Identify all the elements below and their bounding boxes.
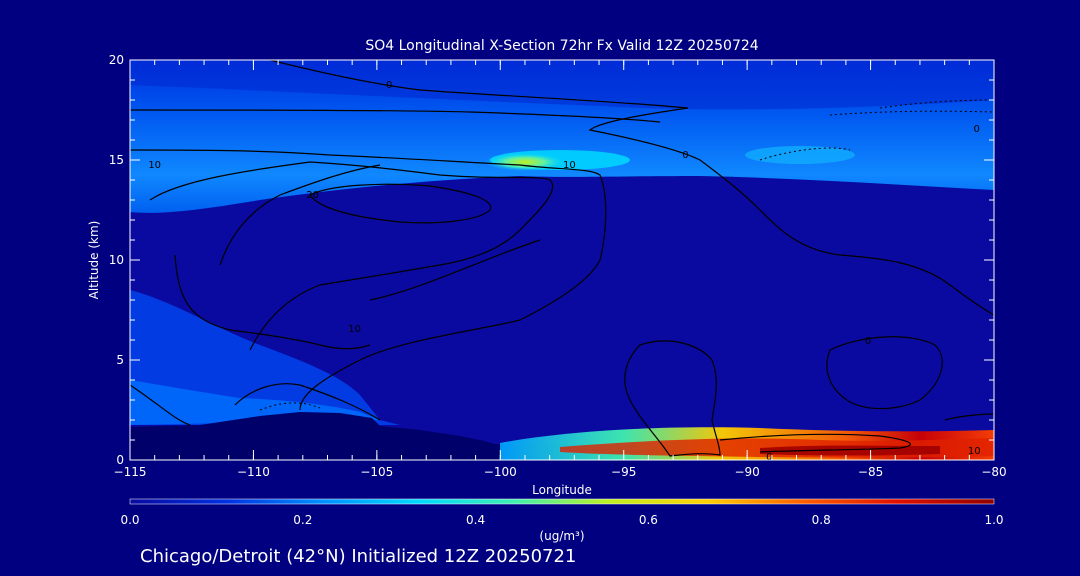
contour-line — [130, 149, 607, 411]
chart-title: SO4 Longitudinal X-Section 72hr Fx Valid… — [365, 38, 758, 54]
y-tick-label: 15 — [109, 153, 124, 167]
contour-label: 0 — [974, 124, 980, 135]
x-tick-label: −90 — [734, 465, 759, 479]
contour-label: 10 — [148, 160, 161, 171]
y-tick-label: 20 — [109, 53, 124, 67]
contour-label: 0 — [766, 452, 772, 463]
contour-line — [826, 336, 943, 410]
footer-caption: Chicago/Detroit (42°N) Initialized 12Z 2… — [140, 546, 576, 567]
contour-line — [174, 254, 371, 350]
contour-label: 0 — [865, 336, 871, 347]
x-axis: −115 −110 −105 −100 −95 −90 −85 −80 — [114, 60, 1007, 479]
x-tick-label: −105 — [360, 465, 393, 479]
contour-lines — [130, 60, 994, 457]
contour-line — [719, 433, 911, 453]
heatmap-field: 0 0 0 10 10 20 10 0 0 10 — [130, 60, 994, 463]
y-axis-label: Altitude (km) — [87, 221, 101, 300]
colorbar-tick-label: 0.0 — [120, 513, 139, 527]
contour-line — [130, 384, 191, 426]
contour-lines-dotted — [259, 99, 994, 411]
x-tick-label: −80 — [981, 465, 1006, 479]
contour-line — [369, 239, 541, 301]
colorbar-tick-label: 0.8 — [812, 513, 831, 527]
y-tick-label: 0 — [116, 453, 124, 467]
colorbar-tick-label: 0.2 — [293, 513, 312, 527]
colorbar-tick-label: 0.6 — [639, 513, 658, 527]
x-tick-label: −85 — [858, 465, 883, 479]
contour-line — [219, 164, 381, 266]
colorbar-tick-label: 1.0 — [984, 513, 1003, 527]
contour-line — [269, 60, 994, 316]
colorbar — [129, 498, 995, 505]
field-green-spot — [485, 153, 565, 171]
contour-label: 0 — [386, 80, 392, 91]
contour-line — [234, 383, 381, 421]
contour-line-dotted — [259, 402, 321, 411]
contour-label: 10 — [563, 160, 576, 171]
contour-label: 10 — [348, 324, 361, 335]
colorbar-ticks: 0.0 0.2 0.4 0.6 0.8 1.0 — [120, 513, 1003, 527]
contour-label: 20 — [306, 190, 319, 201]
contour-line — [130, 109, 661, 123]
contour-line — [309, 183, 492, 224]
y-tick-label: 5 — [116, 353, 124, 367]
x-tick-label: −95 — [611, 465, 636, 479]
y-axis: 0 5 10 15 20 — [109, 53, 994, 467]
x-tick-label: −100 — [484, 465, 517, 479]
y-tick-label: 10 — [109, 253, 124, 267]
contour-label: 10 — [968, 446, 981, 457]
colorbar-units: (ug/m³) — [539, 529, 584, 543]
contour-line — [944, 413, 994, 421]
contour-line — [149, 161, 554, 351]
field-lower-left — [130, 290, 400, 425]
contour-labels: 0 0 0 10 10 20 10 0 0 10 — [148, 80, 981, 463]
contour-line — [624, 340, 721, 457]
x-tick-label: −115 — [114, 465, 147, 479]
field-upper-dark — [130, 60, 994, 110]
contour-label: 0 — [682, 150, 688, 161]
field-right-cyan — [745, 146, 855, 164]
colorbar-tick-label: 0.4 — [466, 513, 485, 527]
x-tick-label: −110 — [237, 465, 270, 479]
x-axis-label: Longitude — [532, 483, 592, 497]
